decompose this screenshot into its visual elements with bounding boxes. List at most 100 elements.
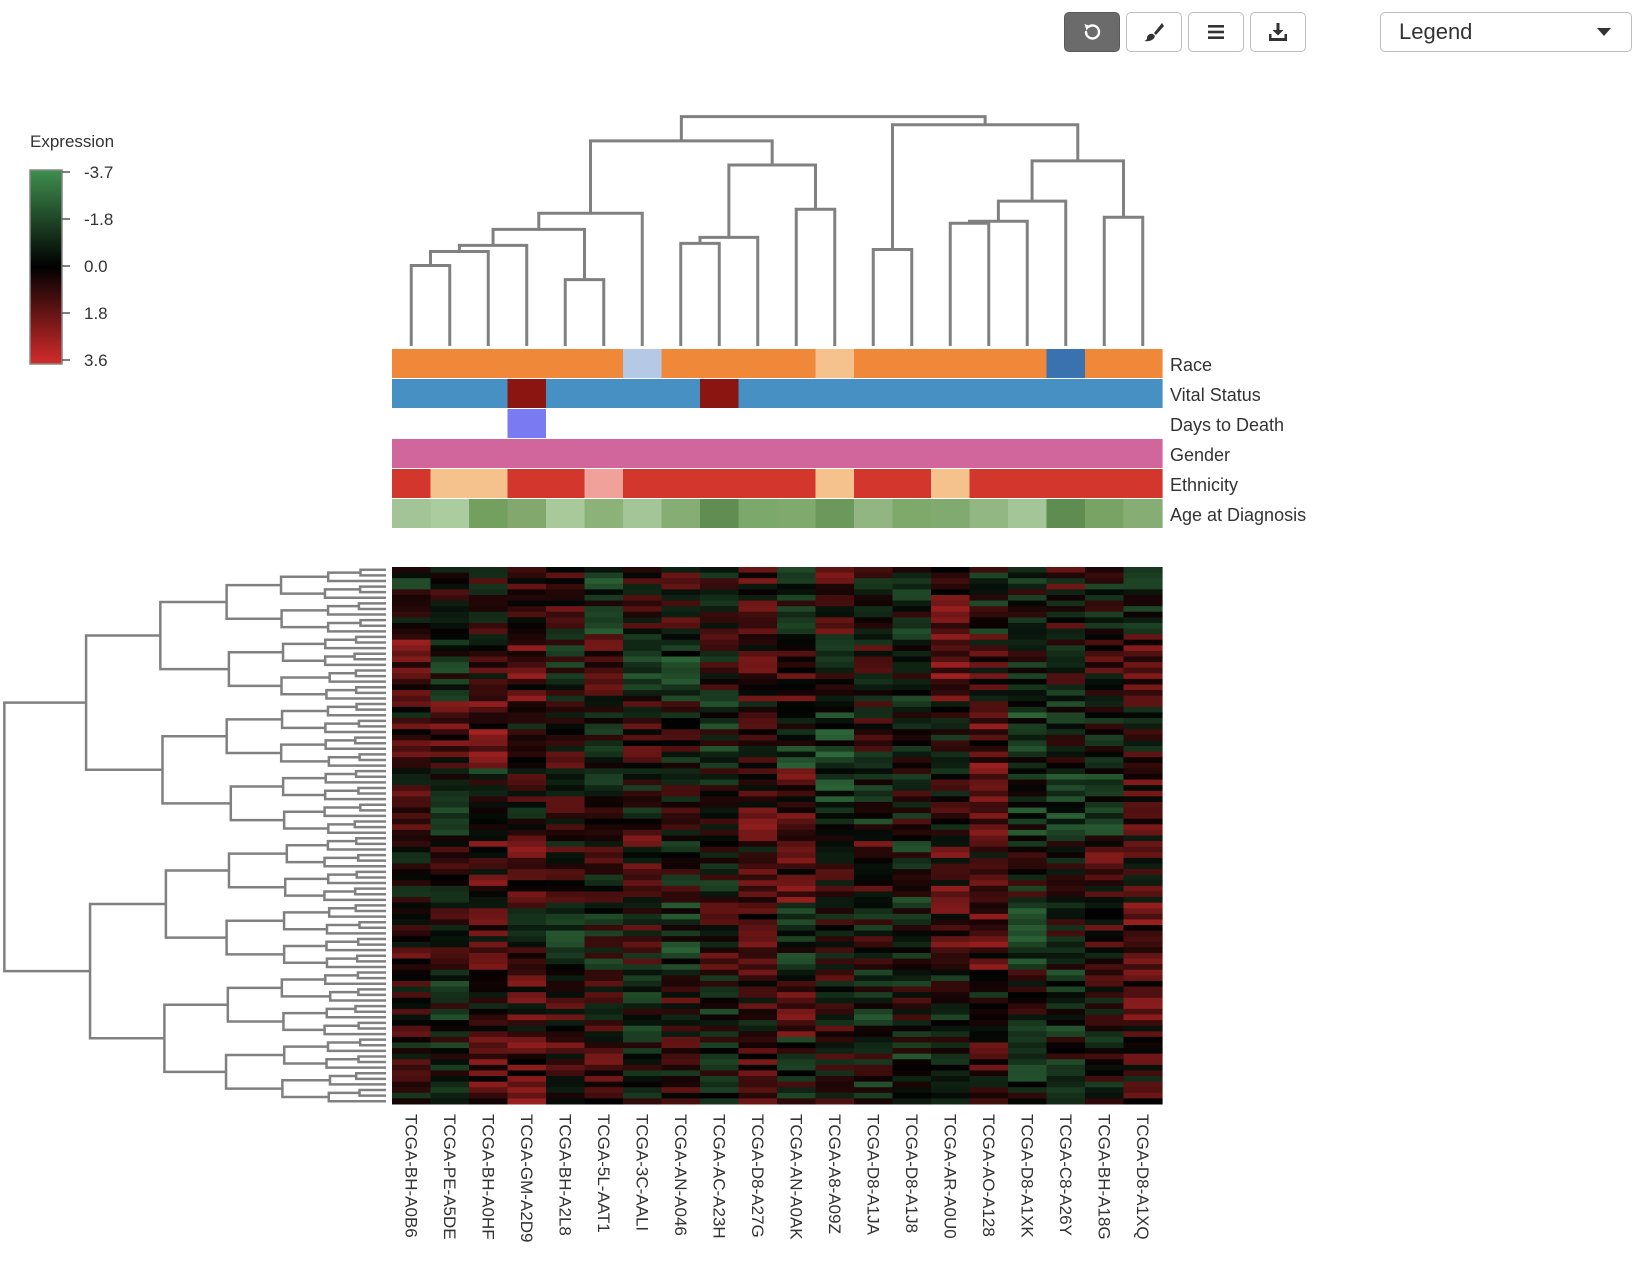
download-button[interactable] (1250, 12, 1306, 52)
heatmap-cell (661, 796, 701, 803)
heatmap-cell (392, 779, 432, 786)
heatmap-cell (469, 1076, 509, 1083)
heatmap-cell (738, 902, 778, 909)
dendrogram-branch (354, 904, 386, 913)
heatmap-cell (738, 1098, 778, 1105)
heatmap-cell (507, 773, 547, 781)
heatmap-cell (1008, 701, 1048, 708)
heatmap-cell (892, 1092, 932, 1099)
heatmap-cell (700, 645, 740, 652)
heatmap-cell (1123, 796, 1163, 803)
heatmap-cell (1046, 622, 1086, 630)
heatmap-cell (507, 969, 547, 976)
annotation-cell (507, 409, 547, 438)
heatmap-cell (623, 684, 663, 691)
heatmap-cell (584, 628, 624, 635)
heatmap-cell (1085, 567, 1125, 574)
heatmap-cell (1008, 801, 1048, 809)
heatmap-cell (969, 567, 1009, 574)
heatmap-cell (661, 611, 701, 618)
heatmap-cell (1123, 947, 1163, 954)
heatmap-cell (931, 690, 971, 697)
heatmap-cell (1085, 857, 1125, 864)
annotation-cell (854, 469, 894, 498)
annotation-cell (507, 379, 547, 408)
annotation-cell (430, 439, 470, 468)
heatmap-cell (1046, 645, 1086, 652)
heatmap-cell (469, 1048, 509, 1055)
heatmap-cell (584, 958, 624, 965)
heatmap-cell (392, 891, 432, 898)
heatmap-cell (392, 578, 432, 585)
heatmap-cell (738, 572, 778, 579)
heatmap-cell (584, 1064, 624, 1071)
heatmap-cell (738, 813, 778, 820)
menu-button[interactable] (1188, 12, 1244, 52)
heatmap-cell (777, 706, 817, 713)
heatmap-cell (1123, 773, 1163, 781)
annotation-cell (738, 379, 778, 408)
heatmap-cell (392, 1003, 432, 1010)
heatmap-cell (546, 969, 586, 976)
dendrogram-branch (948, 221, 991, 346)
heatmap-cell (1085, 762, 1125, 769)
heatmap-cell (584, 891, 624, 898)
heatmap-cell (854, 902, 894, 909)
heatmap-cell (661, 1048, 701, 1055)
heatmap-cell (661, 762, 701, 769)
legend-select[interactable]: Legend (1380, 12, 1632, 52)
dendrogram-branch (279, 743, 329, 763)
heatmap-cell (584, 611, 624, 618)
heatmap-cell (392, 1070, 432, 1077)
heatmap-cell (777, 1081, 817, 1088)
heatmap-cell (892, 1081, 932, 1088)
heatmap-cell (777, 1042, 817, 1049)
heatmap-cell (584, 673, 624, 680)
heatmap-cell (969, 746, 1009, 753)
heatmap-cell (430, 941, 470, 948)
annotation-cell (969, 439, 1009, 468)
heatmap-cell (700, 729, 740, 736)
heatmap-cell (507, 712, 547, 719)
heatmap-cell (623, 969, 663, 976)
heatmap-cell (892, 634, 932, 641)
chevron-down-icon (1597, 28, 1611, 36)
heatmap-cell (392, 1008, 432, 1015)
heatmap-cell (623, 897, 663, 904)
heatmap-cell (931, 897, 971, 904)
heatmap-cell (854, 801, 894, 809)
dendrogram-branch (357, 719, 386, 728)
heatmap-cell (430, 801, 470, 809)
heatmap-cell (815, 891, 855, 898)
heatmap-cell (1085, 1025, 1125, 1032)
heatmap-cell (815, 852, 855, 859)
heatmap-cell (777, 678, 817, 685)
heatmap-cell (507, 801, 547, 809)
heatmap-cell (392, 980, 432, 988)
annotation-cell (892, 499, 932, 528)
heatmap-cell (815, 1003, 855, 1010)
heatmap-cell (700, 992, 740, 999)
heatmap-cell (892, 773, 932, 781)
heatmap-cell (854, 1064, 894, 1071)
heatmap-cell (931, 1098, 971, 1105)
heatmap-cell (892, 869, 932, 876)
heatmap-cell (661, 650, 701, 657)
heatmap-cell (1085, 852, 1125, 859)
color-button[interactable] (1126, 12, 1182, 52)
heatmap-cell (700, 846, 740, 853)
heatmap-cell (892, 578, 932, 585)
heatmap-cell (469, 958, 509, 965)
heatmap-cell (546, 572, 586, 579)
heatmap-cell (430, 992, 470, 999)
heatmap-cell (931, 1025, 971, 1032)
heatmap-cell (892, 852, 932, 859)
heatmap-cell (1123, 690, 1163, 697)
heatmap-cell (1085, 729, 1125, 736)
reset-button[interactable] (1064, 12, 1120, 52)
heatmap-cell (815, 1087, 855, 1094)
heatmap-cell (507, 807, 547, 814)
heatmap-cell (815, 1070, 855, 1077)
heatmap-cell (507, 908, 547, 915)
annotation-cell (969, 499, 1009, 528)
